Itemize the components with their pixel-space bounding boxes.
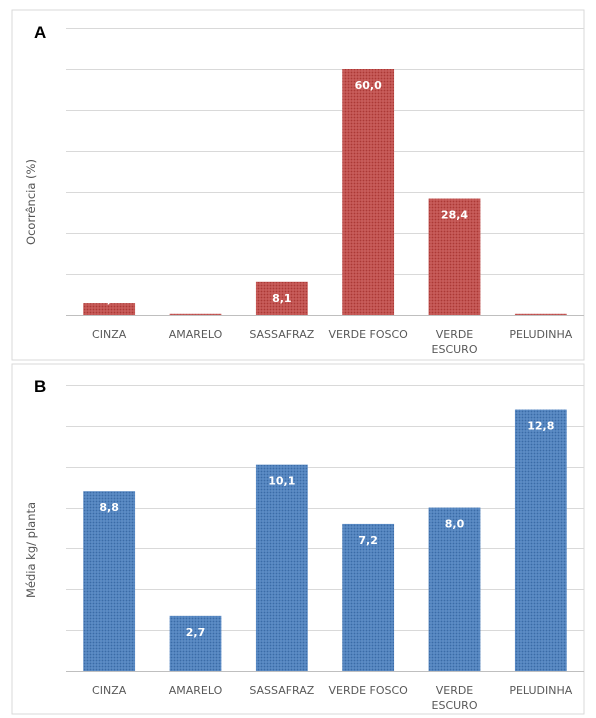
chart-a-x-tick-label: PELUDINHA — [509, 328, 572, 341]
chart-b: B Média kg/ planta 8,82,710,17,28,012,8 … — [11, 363, 585, 715]
chart-a-bar-verde-fosco — [342, 69, 395, 315]
chart-a-data-label: 8,1 — [272, 292, 292, 305]
chart-a-x-tick-label: SASSAFRAZ — [249, 328, 314, 341]
chart-a-gridlines — [66, 28, 584, 316]
chart-a-bar-cinza — [83, 303, 136, 315]
chart-a-bar-amarelo — [169, 313, 222, 315]
chart-b-bar-cinza — [83, 491, 136, 671]
chart-a-data-label: 60,0 — [355, 79, 382, 92]
chart-b-gridlines — [66, 385, 584, 672]
chart-a-bar-verde-escuro — [428, 198, 481, 315]
chart-b-panel-letter: B — [34, 377, 46, 396]
chart-b-x-tick-label: PELUDINHA — [509, 684, 572, 697]
chart-a-data-label: 0,3 — [531, 293, 551, 306]
chart-b-bar-verde-fosco — [342, 523, 395, 671]
chart-b-x-tick-label: VERDE FOSCO — [328, 684, 408, 697]
chart-a-bar-sassafraz — [255, 281, 308, 315]
chart-a-x-tick-label: AMARELO — [169, 328, 223, 341]
chart-b-data-label: 7,2 — [358, 534, 378, 547]
chart-b-y-axis-label: Média kg/ planta — [24, 502, 38, 598]
chart-a-data-label: 28,4 — [441, 209, 468, 222]
chart-a-x-tick-labels: CINZA AMARELO SASSAFRAZ VERDE FOSCO VERDE ESC… — [92, 328, 573, 356]
chart-b-bar-verde-escuro — [428, 507, 481, 671]
chart-a-bars: 2,9 0,3 8,1 60,0 28,4 0,3 — [83, 69, 567, 315]
chart-a-data-label: 0,3 — [186, 293, 206, 306]
chart-a-data-label: 2,9 — [99, 293, 119, 306]
chart-b-bar-amarelo — [169, 615, 222, 671]
chart-b-bar-sassafraz — [255, 464, 308, 671]
chart-b-bars: 8,8 2,7 10,1 7,2 8,0 12,8 — [83, 409, 567, 671]
chart-b-data-label: 2,7 — [186, 626, 206, 639]
chart-b-data-label: 12,8 — [527, 420, 554, 433]
chart-a-bar-peludinha — [514, 313, 567, 315]
chart-b-x-tick-label: VERDE ESCURO — [432, 684, 478, 712]
chart-b-x-tick-label: AMARELO — [169, 684, 223, 697]
chart-b-x-tick-labels: CINZA AMARELO SASSAFRAZ VERDE FOSCO VERDE ESC… — [92, 684, 573, 712]
chart-a-y-axis-label: Ocorrência (%) — [24, 159, 38, 245]
chart-a-x-tick-label: VERDE FOSCO — [328, 328, 408, 341]
chart-a: A Ocorrência (%) 2,9 0,3 8,1 60,0 28,4 0,3 CI… — [11, 9, 585, 361]
chart-b-x-tick-label: CINZA — [92, 684, 127, 697]
chart-b-bar-peludinha — [514, 409, 567, 671]
chart-b-x-tick-label: SASSAFRAZ — [249, 684, 314, 697]
chart-b-data-label: 8,0 — [445, 518, 465, 531]
chart-a-x-tick-label: CINZA — [92, 328, 127, 341]
chart-a-x-tick-label: VERDE ESCURO — [432, 328, 478, 356]
chart-a-panel-letter: A — [34, 23, 46, 42]
chart-b-data-label: 8,8 — [99, 501, 119, 514]
chart-b-data-label: 10,1 — [268, 475, 295, 488]
